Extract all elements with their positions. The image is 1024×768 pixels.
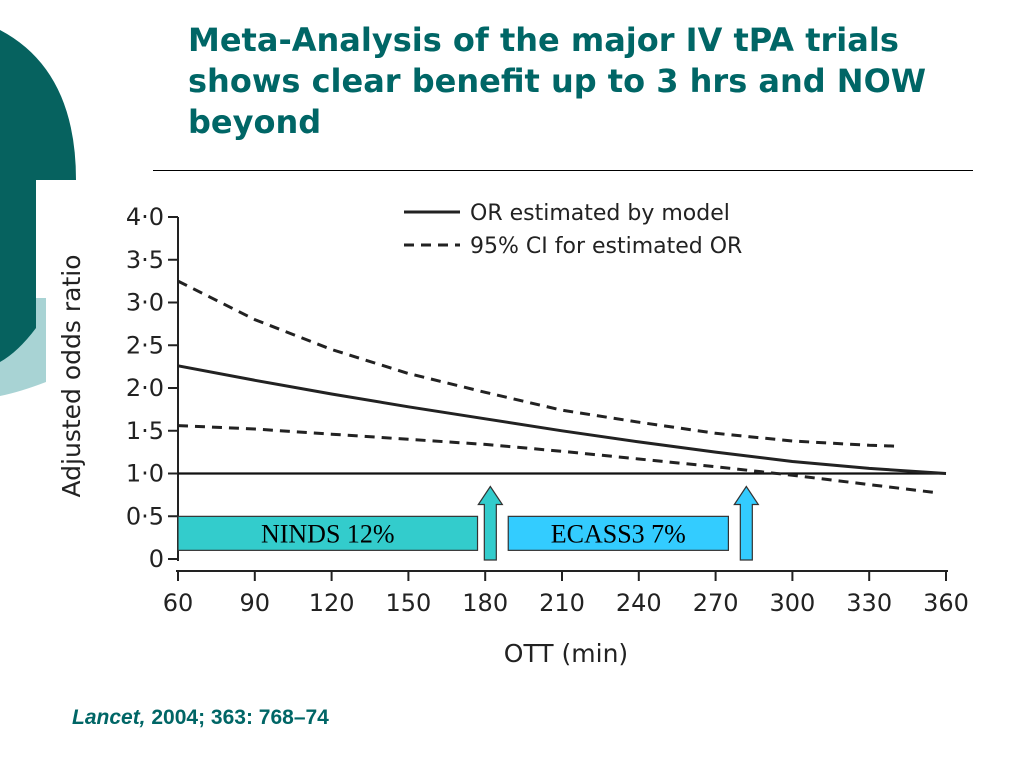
x-tick-label: 90 bbox=[240, 589, 271, 617]
x-tick-label: 300 bbox=[769, 589, 815, 617]
citation-details: 2004; 363: 768–74 bbox=[145, 706, 329, 729]
y-tick-label: 1·5 bbox=[126, 417, 164, 445]
trial-arrow-2 bbox=[733, 485, 760, 561]
trial-label-2: ECASS3 7% bbox=[551, 519, 686, 548]
axes-group: 0 0·5 1·0 1·5 2·0 2·5 3·0 3·5 4·0 60 90 120 150 180 21… bbox=[126, 203, 969, 617]
y-tick-label: 1·0 bbox=[126, 460, 164, 488]
x-tick-label: 180 bbox=[462, 589, 508, 617]
annotations-group: NINDS 12% ECASS3 7% bbox=[177, 485, 760, 561]
series-group bbox=[177, 279, 947, 494]
y-tick-label: 0·5 bbox=[126, 502, 164, 530]
ci-upper-line bbox=[177, 279, 895, 448]
y-tick-label: 0 bbox=[149, 545, 164, 573]
trial-box-2 bbox=[507, 515, 729, 551]
decorative-dark-shape bbox=[0, 30, 76, 362]
y-axis-label: Adjusted odds ratio bbox=[57, 255, 86, 498]
y-tick-label: 2·5 bbox=[126, 331, 164, 359]
citation-journal: Lancet, bbox=[72, 706, 146, 729]
legend-label-2: 95% CI for estimated OR bbox=[470, 234, 742, 259]
x-tick-label: 150 bbox=[385, 589, 431, 617]
or-model-line bbox=[177, 364, 947, 475]
legend-label-1: OR estimated by model bbox=[470, 201, 730, 226]
x-axis-label: OTT (min) bbox=[504, 639, 628, 668]
y-tick-label: 4·0 bbox=[126, 203, 164, 231]
y-tick-label: 2·0 bbox=[126, 374, 164, 402]
trial-label-1: NINDS 12% bbox=[261, 519, 395, 548]
x-tick-label: 60 bbox=[163, 589, 194, 617]
title-divider bbox=[153, 170, 973, 171]
y-tick-label: 3·0 bbox=[126, 289, 164, 317]
legend: OR estimated by model 95% CI for estimate… bbox=[404, 201, 742, 259]
trial-box-1 bbox=[177, 515, 479, 551]
x-tick-label: 240 bbox=[616, 589, 662, 617]
citation: Lancet, 2004; 363: 768–74 bbox=[72, 706, 329, 730]
slide-title: Meta-Analysis of the major IV tPA trials… bbox=[188, 21, 927, 141]
decorative-shape bbox=[0, 30, 76, 396]
x-tick-label: 330 bbox=[846, 589, 892, 617]
x-tick-label: 120 bbox=[309, 589, 355, 617]
ci-lower-line bbox=[177, 424, 934, 494]
y-tick-label: 3·5 bbox=[126, 246, 164, 274]
trial-arrow-1 bbox=[477, 485, 504, 561]
x-tick-label: 270 bbox=[693, 589, 739, 617]
x-tick-label: 360 bbox=[923, 589, 969, 617]
x-tick-label: 210 bbox=[539, 589, 585, 617]
odds-ratio-chart: 0 0·5 1·0 1·5 2·0 2·5 3·0 3·5 4·0 60 90 120 150 180 21… bbox=[57, 201, 969, 668]
